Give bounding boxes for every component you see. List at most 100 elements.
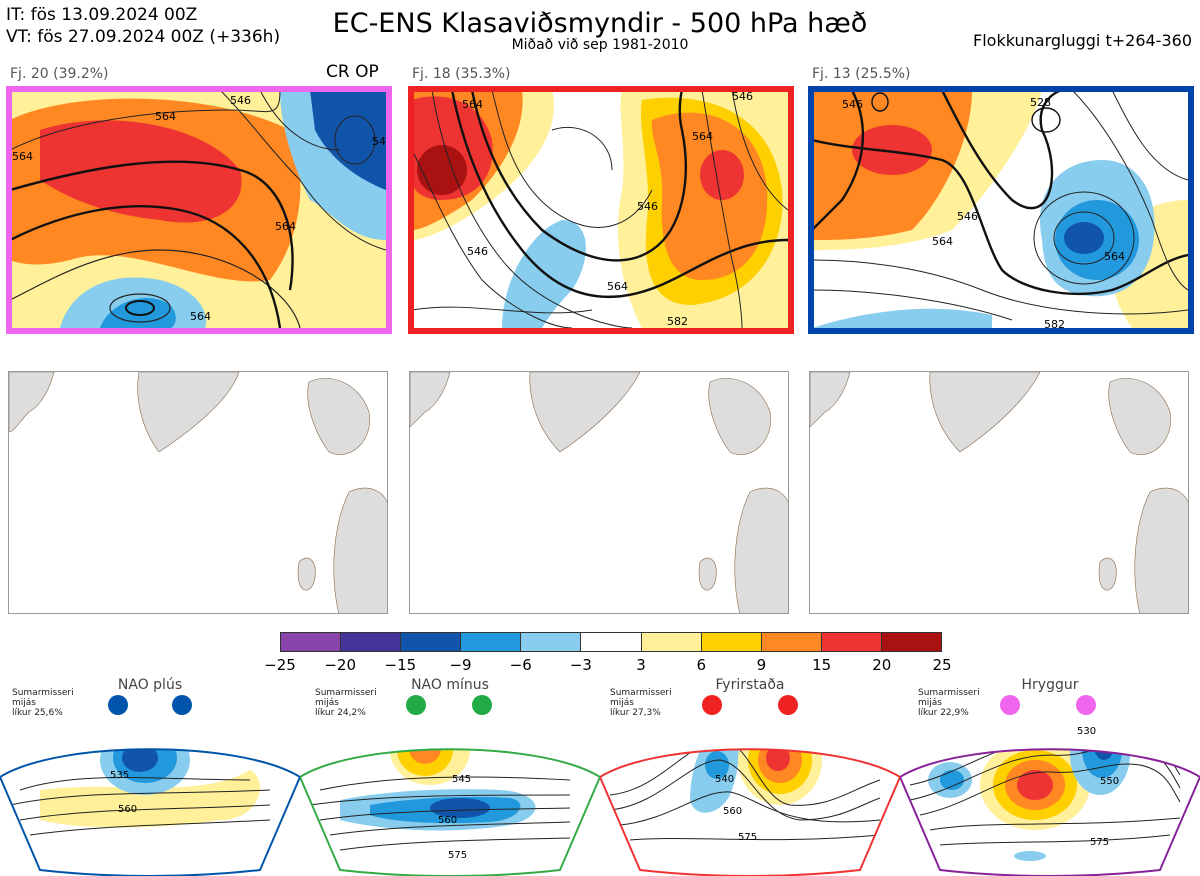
regime-title: NAO mínus — [411, 677, 489, 693]
c2-label: 582 — [667, 315, 688, 328]
c2-label: 546 — [732, 90, 753, 103]
c3-label: 582 — [1044, 318, 1065, 328]
regime-field: 540 560 575 — [600, 695, 900, 876]
classification-window: Flokkunargluggi t+264-360 — [973, 31, 1192, 50]
colorbar-tick: 3 — [636, 656, 646, 674]
regime-dot — [778, 695, 798, 715]
c1-label: 546 — [230, 94, 251, 107]
coastline-map — [410, 372, 788, 613]
regime-label: 535 — [110, 770, 129, 781]
cluster-3-label: Fj. 13 (25.5%) — [812, 66, 911, 82]
coastline-map — [9, 372, 387, 613]
cluster-2-field: 546 564 546 564 546 564 582 — [412, 90, 788, 328]
colorbar-swatch — [581, 633, 642, 651]
c1-label: 564 — [12, 150, 33, 163]
regime-label: 575 — [738, 832, 757, 843]
cluster-2-map[interactable]: 546 564 546 564 546 564 582 — [412, 90, 788, 328]
regime-info: Sumarmisseri mijás líkur 27,3% — [610, 688, 672, 718]
colorbar-tick: −20 — [324, 656, 356, 674]
regime-nao-plus[interactable]: 535 560 NAO plús Sumarmisseri mijás líku… — [0, 677, 300, 876]
regime-label: 560 — [438, 815, 457, 826]
regime-field: 535 560 — [0, 695, 300, 876]
colorbar-tick: 6 — [696, 656, 707, 674]
regime-label: 540 — [715, 774, 734, 785]
coastline-map — [810, 372, 1188, 613]
colorbar-swatch — [641, 633, 702, 651]
valid-time: VT: fös 27.09.2024 00Z (+336h) — [6, 27, 281, 47]
colorbar-tick: 20 — [872, 656, 892, 674]
regime-label: 560 — [118, 804, 137, 815]
c3-label: 564 — [1104, 250, 1125, 263]
cluster-1-field: 546 564 564 564 564 54 — [10, 90, 386, 328]
regime-label: 550 — [1100, 776, 1119, 787]
header-center: EC-ENS Klasaviðsmyndir - 500 hPa hæð Mið… — [300, 8, 900, 52]
regime-label: 575 — [448, 850, 467, 861]
regime-info: Sumarmisseri mijás líkur 25,6% — [12, 688, 74, 718]
colorbar-tick: −25 — [264, 656, 296, 674]
colorbar-swatch — [401, 633, 462, 651]
regime-label: 545 — [452, 774, 471, 785]
cluster-3-field: 528 546 546 564 564 582 — [812, 90, 1188, 328]
regime-ridge[interactable]: 530 550 575 Hryggur Sumarmisseri mijás l… — [900, 677, 1200, 876]
regime-info: Sumarmisseri mijás líkur 24,2% — [315, 688, 377, 718]
c3-label: 546 — [957, 210, 978, 223]
c3-label: 546 — [842, 98, 863, 111]
regime-dot — [406, 695, 426, 715]
cluster-3-map[interactable]: 528 546 546 564 564 582 — [812, 90, 1188, 328]
colorbar-swatch — [821, 633, 882, 651]
c1-label: 564 — [155, 110, 176, 123]
c2-label: 564 — [607, 280, 628, 293]
page-title: EC-ENS Klasaviðsmyndir - 500 hPa hæð — [332, 8, 868, 39]
regime-dot — [702, 695, 722, 715]
colorbar-swatch — [761, 633, 822, 651]
c2-label: 546 — [637, 200, 658, 213]
colorbar-swatch — [701, 633, 762, 651]
regime-label: 575 — [1090, 837, 1109, 848]
regime-info: Sumarmisseri mijás líkur 22,9% — [918, 688, 980, 718]
colorbar-tick: −15 — [384, 656, 417, 674]
c3-label: 564 — [932, 235, 953, 248]
colorbar-tick: 25 — [932, 656, 952, 674]
colorbar-swatch — [341, 633, 402, 651]
cluster-2-label: Fj. 18 (35.3%) — [412, 66, 511, 82]
colorbar — [280, 632, 942, 652]
regime-dot — [172, 695, 192, 715]
colorbar-swatch — [461, 633, 522, 651]
colorbar-ticks: −25 −20 −15 −9 −6 −3 3 6 9 15 20 25 — [0, 656, 1200, 676]
regime-dot — [1000, 695, 1020, 715]
initial-time: IT: fös 13.09.2024 00Z — [6, 5, 198, 25]
regime-field: 530 550 575 — [900, 695, 1200, 876]
colorbar-swatch — [881, 633, 942, 651]
c1-label: 54 — [372, 135, 386, 148]
colorbar-swatch — [521, 633, 582, 651]
c1-label: 564 — [190, 310, 211, 323]
page-subtitle: Miðað við sep 1981-2010 — [511, 37, 689, 53]
colorbar-tick: −9 — [449, 656, 472, 674]
c1-label: 564 — [275, 220, 296, 233]
colorbar-swatch — [281, 633, 342, 651]
cluster-1-map[interactable]: 546 564 564 564 564 54 — [10, 90, 386, 328]
c2-label: 564 — [692, 130, 713, 143]
empty-map-3[interactable] — [809, 371, 1189, 614]
c2-label: 564 — [462, 98, 483, 111]
regime-label: 530 — [1077, 726, 1096, 737]
regime-dot — [472, 695, 492, 715]
colorbar-tick: 15 — [812, 656, 832, 674]
cluster-1-tag: CR OP — [326, 62, 379, 82]
regime-title: Fyrirstaða — [715, 677, 785, 693]
regime-label: 560 — [723, 806, 742, 817]
cluster-1-label: Fj. 20 (39.2%) — [10, 66, 109, 82]
c2-label: 546 — [467, 245, 488, 258]
regime-title: Hryggur — [1021, 677, 1079, 693]
empty-map-1[interactable] — [8, 371, 388, 614]
colorbar-tick: −6 — [509, 656, 532, 674]
empty-map-2[interactable] — [409, 371, 789, 614]
colorbar-tick: 9 — [756, 656, 767, 674]
regime-dot — [108, 695, 128, 715]
colorbar-tick: −3 — [569, 656, 592, 674]
regime-blocking[interactable]: 540 560 575 Fyrirstaða Sumarmisseri mijá… — [600, 677, 900, 876]
regime-dot — [1076, 695, 1096, 715]
header-info: IT: fös 13.09.2024 00Z VT: fös 27.09.202… — [6, 4, 280, 48]
regime-title: NAO plús — [117, 677, 183, 693]
regime-nao-minus[interactable]: 545 560 575 NAO mínus Sumarmisseri mijás… — [300, 677, 600, 876]
